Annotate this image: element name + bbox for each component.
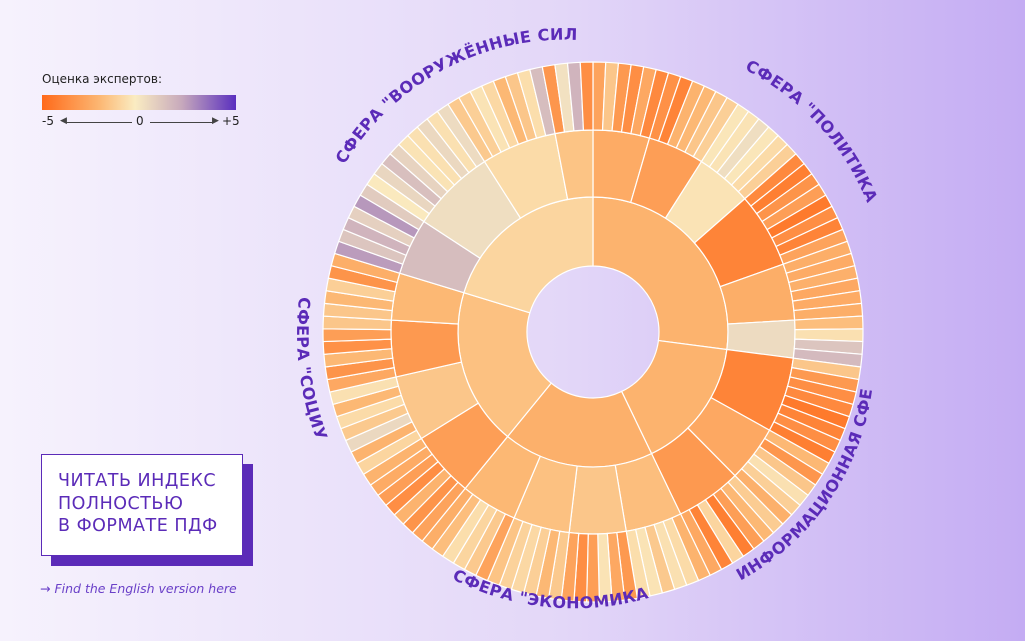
legend-title: Оценка экспертов: (42, 72, 162, 86)
legend-right-arrow-icon: ▶ (212, 116, 219, 126)
pdf-button-line1: ЧИТАТЬ ИНДЕКС (58, 471, 217, 491)
pdf-button-line3: В ФОРМАТЕ ПДФ (58, 516, 218, 536)
legend-mid-label: 0 (136, 114, 144, 128)
english-version-link[interactable]: → Find the English version here (40, 581, 237, 596)
legend-left-arrow-icon: ◀ (60, 116, 67, 126)
legend-axis: -5 ◀ 0 ▶ +5 (42, 114, 242, 132)
indicator-wedge-4-3-3[interactable] (579, 61, 594, 131)
legend-left-line (66, 122, 132, 123)
indicator-wedge-3-2-4[interactable] (322, 328, 392, 343)
color-legend: Оценка экспертов: -5 ◀ 0 ▶ +5 (42, 72, 242, 132)
legend-right-line (150, 122, 214, 123)
legend-color-bar (42, 95, 236, 110)
sector-label-socium: СФЕРА "СОЦИУМ" (0, 0, 331, 443)
legend-min-label: -5 (42, 114, 54, 128)
legend-max-label: +5 (222, 114, 240, 128)
sunburst-rings (322, 61, 864, 603)
read-pdf-button[interactable]: ЧИТАТЬ ИНДЕКС ПОЛНОСТЬЮ В ФОРМАТЕ ПДФ (41, 454, 243, 556)
pdf-button-line2: ПОЛНОСТЬЮ (58, 493, 184, 514)
